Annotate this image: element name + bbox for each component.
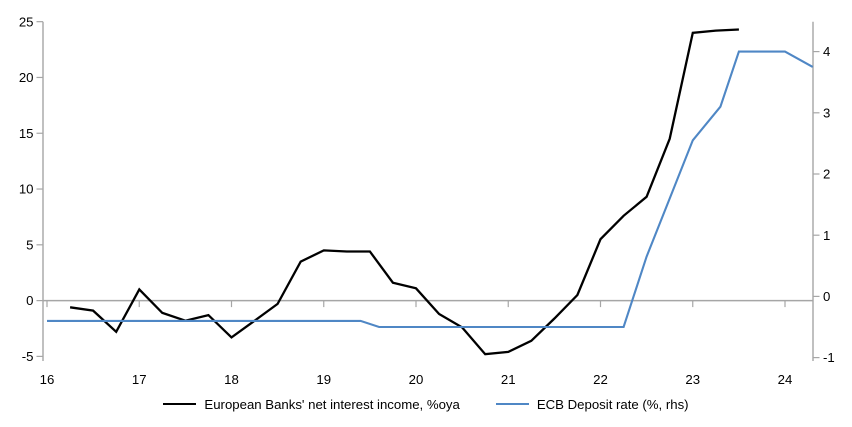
x-tick-label: 20 (409, 372, 424, 387)
legend-item-nii: European Banks' net interest income, %oy… (163, 396, 460, 412)
left-axis-tick-label: 5 (26, 237, 33, 252)
x-tick-label: 24 (778, 372, 793, 387)
right-axis-tick-label: 1 (823, 228, 830, 243)
ecb-deposit-rate-legend-label: ECB Deposit rate (%, rhs) (536, 396, 689, 412)
right-axis: -1 0 1 2 3 4 (812, 21, 835, 365)
left-axis-tick-label: -5 (22, 349, 34, 364)
x-axis: 16 17 18 19 20 21 22 23 24 (40, 299, 813, 387)
left-axis-tick-label: 15 (19, 126, 34, 141)
x-tick-label: 19 (316, 372, 331, 387)
left-axis-tick-label: 20 (19, 70, 34, 85)
nii-line-swatch (163, 403, 197, 405)
right-axis-tick-label: 4 (823, 44, 830, 59)
x-tick-label: 17 (132, 372, 147, 387)
x-tick-label: 18 (224, 372, 239, 387)
left-axis: -5 0 5 10 15 20 25 (19, 14, 44, 364)
x-tick-label: 16 (40, 372, 55, 387)
nii-line (69, 28, 739, 356)
right-axis-tick-label: 0 (823, 289, 830, 304)
left-axis-tick-label: 0 (26, 293, 33, 308)
legend-item-ecb-deposit-rate: ECB Deposit rate (%, rhs) (495, 396, 689, 412)
x-tick-label: 22 (593, 372, 608, 387)
x-tick-label: 23 (685, 372, 700, 387)
right-axis-tick-label: 3 (823, 105, 830, 120)
nii-legend-label: European Banks' net interest income, %oy… (204, 396, 460, 412)
right-axis-tick-label: 2 (823, 167, 830, 182)
legend: European Banks' net interest income, %oy… (0, 393, 852, 415)
left-axis-tick-label: 10 (19, 182, 34, 197)
ecb-deposit-rate-line-swatch (495, 403, 529, 405)
ecb-deposit-rate-line (47, 50, 814, 329)
x-tick-label: 21 (501, 372, 516, 387)
left-axis-tick-label: 25 (19, 14, 34, 29)
right-axis-tick-label: -1 (823, 350, 835, 365)
